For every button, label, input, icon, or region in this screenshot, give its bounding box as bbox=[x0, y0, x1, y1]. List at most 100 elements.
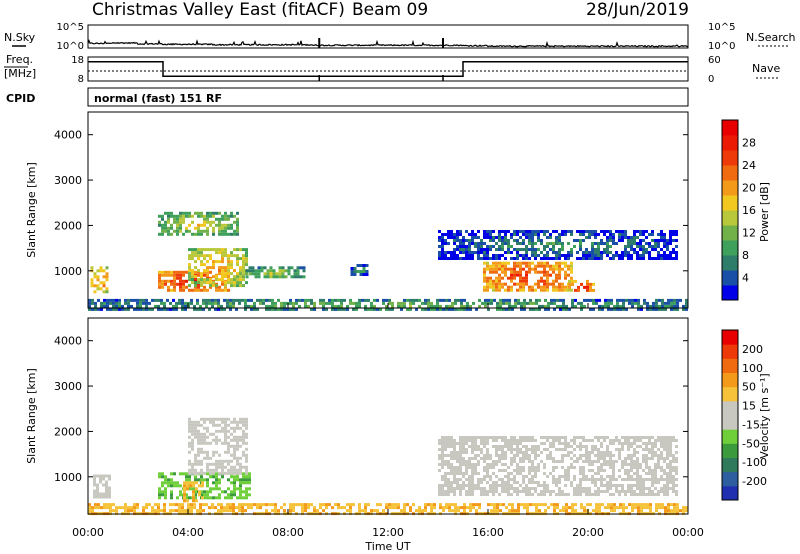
heat-cell bbox=[642, 257, 645, 260]
heat-cell bbox=[498, 454, 501, 457]
heat-cell bbox=[645, 493, 648, 496]
heat-cell bbox=[362, 270, 366, 273]
heat-cell bbox=[203, 456, 206, 460]
heat-cell bbox=[376, 307, 379, 311]
heat-cell bbox=[613, 506, 616, 510]
heat-cell bbox=[618, 454, 621, 457]
heat-cell bbox=[447, 493, 450, 496]
heat-cell bbox=[197, 282, 200, 286]
heat-cell bbox=[598, 506, 601, 510]
heat-cell bbox=[441, 242, 444, 245]
heat-cell bbox=[459, 469, 462, 472]
colorbar-tick-3: 15 bbox=[742, 400, 756, 413]
heat-cell bbox=[477, 251, 480, 254]
heat-cell bbox=[618, 457, 621, 460]
heat-cell bbox=[660, 457, 663, 460]
heat-cell bbox=[600, 463, 603, 466]
heat-cell bbox=[654, 472, 657, 475]
heat-cell bbox=[498, 493, 501, 496]
heat-cell bbox=[456, 245, 459, 248]
heat-cell bbox=[543, 285, 546, 289]
heat-cell bbox=[525, 245, 528, 248]
heat-cell bbox=[654, 451, 657, 454]
heat-cell bbox=[528, 230, 531, 233]
heat-cell bbox=[468, 439, 471, 442]
heat-cell bbox=[528, 233, 531, 236]
heat-cell bbox=[477, 481, 480, 484]
heat-cell bbox=[537, 236, 540, 239]
heat-cell bbox=[588, 233, 591, 236]
heat-cell bbox=[561, 245, 564, 248]
heat-cell bbox=[457, 298, 460, 302]
heat-cell bbox=[622, 506, 625, 510]
heat-cell bbox=[181, 304, 184, 308]
heat-cell bbox=[510, 233, 513, 236]
heat-cell bbox=[558, 490, 561, 493]
heat-cell bbox=[203, 270, 206, 274]
heat-cell bbox=[513, 481, 516, 484]
heat-cell bbox=[465, 460, 468, 463]
heat-cell bbox=[462, 463, 465, 466]
heat-cell bbox=[600, 436, 603, 439]
heat-cell bbox=[591, 233, 594, 236]
heat-cell bbox=[564, 288, 567, 292]
heat-cell bbox=[480, 490, 483, 493]
heat-cell bbox=[555, 448, 558, 451]
heat-cell bbox=[513, 457, 516, 460]
heat-cell bbox=[531, 248, 534, 251]
heat-cell bbox=[543, 264, 546, 268]
heat-cell bbox=[451, 304, 454, 308]
heat-cell bbox=[203, 496, 206, 500]
heat-cell bbox=[606, 460, 609, 463]
heat-cell bbox=[567, 273, 570, 277]
heat-cell bbox=[654, 445, 657, 448]
heat-cell bbox=[486, 236, 489, 239]
heat-cell bbox=[658, 506, 661, 510]
heat-cell bbox=[534, 475, 537, 478]
heat-cell bbox=[105, 489, 108, 493]
heat-cell bbox=[254, 275, 258, 279]
heat-cell bbox=[549, 490, 552, 493]
heat-cell bbox=[197, 214, 200, 218]
heat-cell bbox=[543, 261, 546, 265]
heat-cell bbox=[637, 503, 640, 507]
heat-cell bbox=[666, 254, 669, 257]
heat-cell bbox=[459, 439, 462, 442]
heat-cell bbox=[546, 439, 549, 442]
heat-cell bbox=[624, 463, 627, 466]
heat-cell bbox=[508, 298, 511, 302]
heat-cell bbox=[615, 230, 618, 233]
heat-cell bbox=[459, 460, 462, 463]
heat-cell bbox=[242, 423, 245, 427]
heat-cell bbox=[203, 269, 206, 273]
heat-cell bbox=[224, 269, 227, 273]
heat-cell bbox=[486, 436, 489, 439]
heat-cell bbox=[508, 307, 511, 311]
heat-cell bbox=[504, 282, 507, 286]
heat-cell bbox=[666, 487, 669, 490]
heat-cell bbox=[227, 459, 230, 463]
heat-cell bbox=[543, 257, 546, 260]
heat-cell bbox=[660, 490, 663, 493]
colorbar-tick-6: -100 bbox=[742, 456, 767, 469]
heat-cell bbox=[245, 468, 248, 472]
heat-cell bbox=[582, 254, 585, 257]
heat-cell bbox=[528, 257, 531, 260]
heat-cell bbox=[657, 233, 660, 236]
heat-cell bbox=[652, 307, 655, 311]
heat-cell bbox=[441, 490, 444, 493]
colorbar-swatch-5 bbox=[722, 415, 738, 430]
heat-cell bbox=[230, 214, 233, 218]
heat-cell bbox=[537, 230, 540, 233]
heat-cell bbox=[622, 304, 625, 308]
heat-cell bbox=[474, 233, 477, 236]
heat-cell bbox=[441, 245, 444, 248]
heat-cell bbox=[609, 245, 612, 248]
heat-cell bbox=[480, 436, 483, 439]
heat-cell bbox=[250, 307, 253, 311]
heat-cell bbox=[546, 487, 549, 490]
heat-cell bbox=[511, 506, 514, 510]
heat-cell bbox=[472, 506, 475, 510]
heat-cell bbox=[486, 451, 489, 454]
heat-cell bbox=[594, 445, 597, 448]
